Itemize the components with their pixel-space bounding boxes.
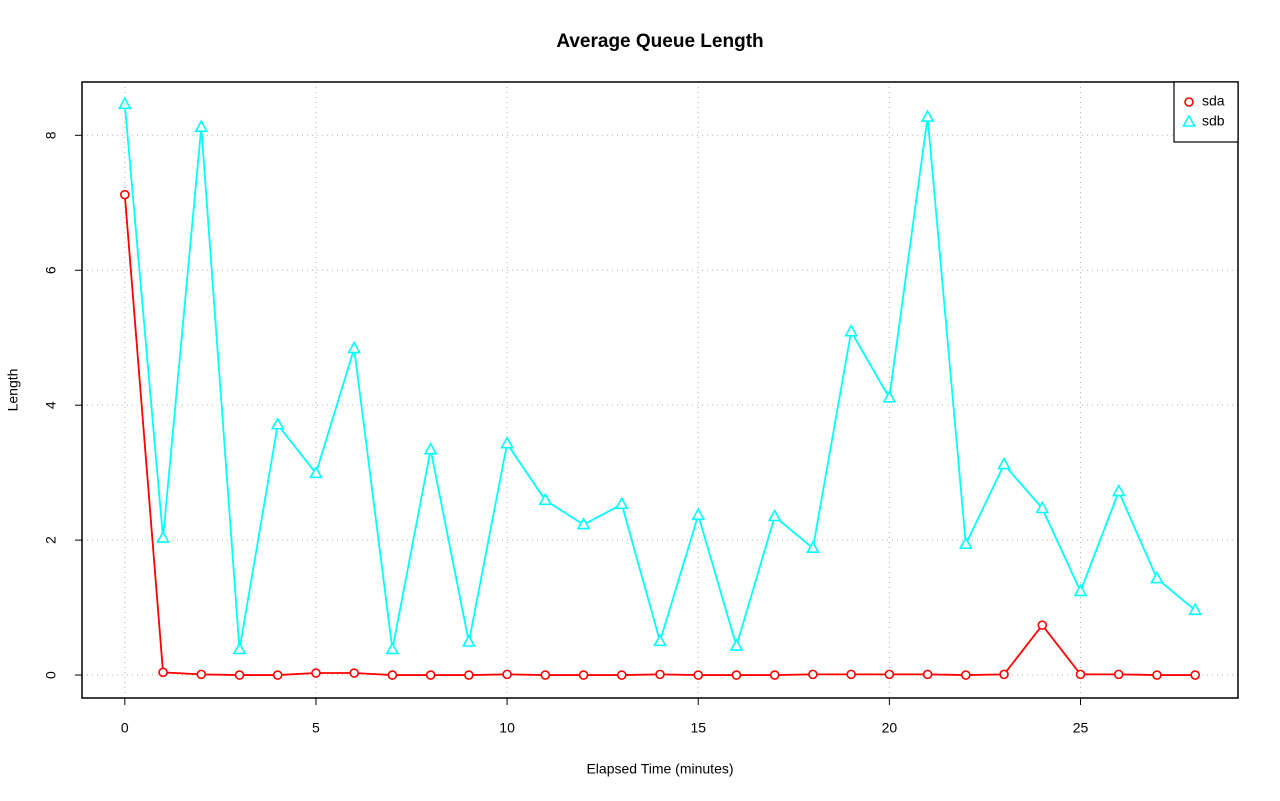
marker bbox=[693, 670, 704, 680]
marker bbox=[196, 669, 207, 680]
marker bbox=[614, 496, 629, 510]
plot-frame bbox=[81, 81, 1239, 699]
marker bbox=[999, 669, 1009, 680]
marker bbox=[769, 670, 780, 680]
x-tick-label: 5 bbox=[312, 720, 320, 736]
marker bbox=[1190, 670, 1200, 680]
y-tick-label: 4 bbox=[43, 401, 59, 409]
legend-marker bbox=[1184, 97, 1194, 107]
legend-marker bbox=[1182, 114, 1196, 127]
marker bbox=[958, 536, 973, 549]
marker bbox=[311, 668, 321, 678]
x-tick-label: 0 bbox=[121, 720, 129, 736]
marker bbox=[500, 435, 514, 449]
marker bbox=[1113, 669, 1124, 680]
marker bbox=[920, 109, 935, 122]
marker bbox=[502, 669, 512, 680]
marker bbox=[387, 670, 398, 680]
marker bbox=[578, 670, 589, 680]
marker bbox=[691, 507, 706, 520]
marker bbox=[1075, 669, 1086, 680]
x-tick-label: 15 bbox=[690, 720, 706, 736]
marker bbox=[844, 323, 858, 337]
marker bbox=[347, 340, 362, 354]
x-tick-label: 10 bbox=[499, 720, 515, 736]
marker bbox=[884, 669, 895, 680]
legend-box bbox=[1173, 81, 1239, 143]
marker bbox=[309, 465, 323, 479]
y-tick-label: 6 bbox=[43, 266, 59, 274]
y-tick-label: 2 bbox=[43, 536, 59, 544]
marker bbox=[653, 633, 667, 647]
marker bbox=[808, 669, 818, 680]
marker bbox=[194, 119, 209, 133]
marker bbox=[1188, 602, 1203, 616]
marker bbox=[464, 670, 474, 680]
marker bbox=[806, 540, 820, 554]
legend-label: sdb bbox=[1202, 113, 1225, 129]
y-tick-label: 8 bbox=[43, 131, 59, 139]
marker bbox=[616, 670, 627, 680]
marker bbox=[1035, 500, 1050, 514]
marker bbox=[1150, 570, 1164, 584]
marker bbox=[117, 96, 132, 110]
y-tick-label: 0 bbox=[43, 671, 59, 679]
marker bbox=[385, 641, 400, 655]
marker bbox=[156, 530, 170, 543]
marker bbox=[729, 638, 744, 651]
marker bbox=[425, 670, 436, 680]
y-axis-label: Length bbox=[5, 369, 21, 412]
marker bbox=[997, 456, 1011, 470]
x-axis-label: Elapsed Time (minutes) bbox=[586, 761, 733, 777]
marker bbox=[538, 492, 553, 506]
marker bbox=[234, 670, 245, 680]
marker bbox=[767, 508, 782, 522]
marker bbox=[270, 417, 285, 430]
marker bbox=[1152, 670, 1162, 680]
x-tick-label: 25 bbox=[1073, 720, 1089, 736]
marker bbox=[1037, 620, 1048, 630]
marker bbox=[655, 669, 665, 680]
marker bbox=[232, 641, 247, 655]
marker bbox=[349, 668, 359, 678]
marker bbox=[158, 667, 168, 678]
legend: sda sdb bbox=[1173, 81, 1239, 143]
marker bbox=[272, 670, 283, 680]
marker bbox=[961, 670, 971, 680]
series-line bbox=[123, 104, 1196, 650]
marker bbox=[882, 390, 897, 403]
marker bbox=[576, 516, 591, 530]
marker bbox=[120, 189, 130, 200]
marker bbox=[846, 669, 856, 680]
chart-title: Average Queue Length bbox=[556, 31, 763, 52]
x-tick-label: 20 bbox=[882, 720, 898, 736]
marker bbox=[731, 670, 742, 680]
marker bbox=[1111, 483, 1126, 497]
marker bbox=[462, 634, 476, 647]
marker bbox=[1073, 583, 1088, 597]
marker bbox=[540, 670, 551, 680]
legend-label: sda bbox=[1202, 93, 1225, 109]
marker bbox=[423, 442, 438, 455]
marker bbox=[922, 669, 933, 680]
